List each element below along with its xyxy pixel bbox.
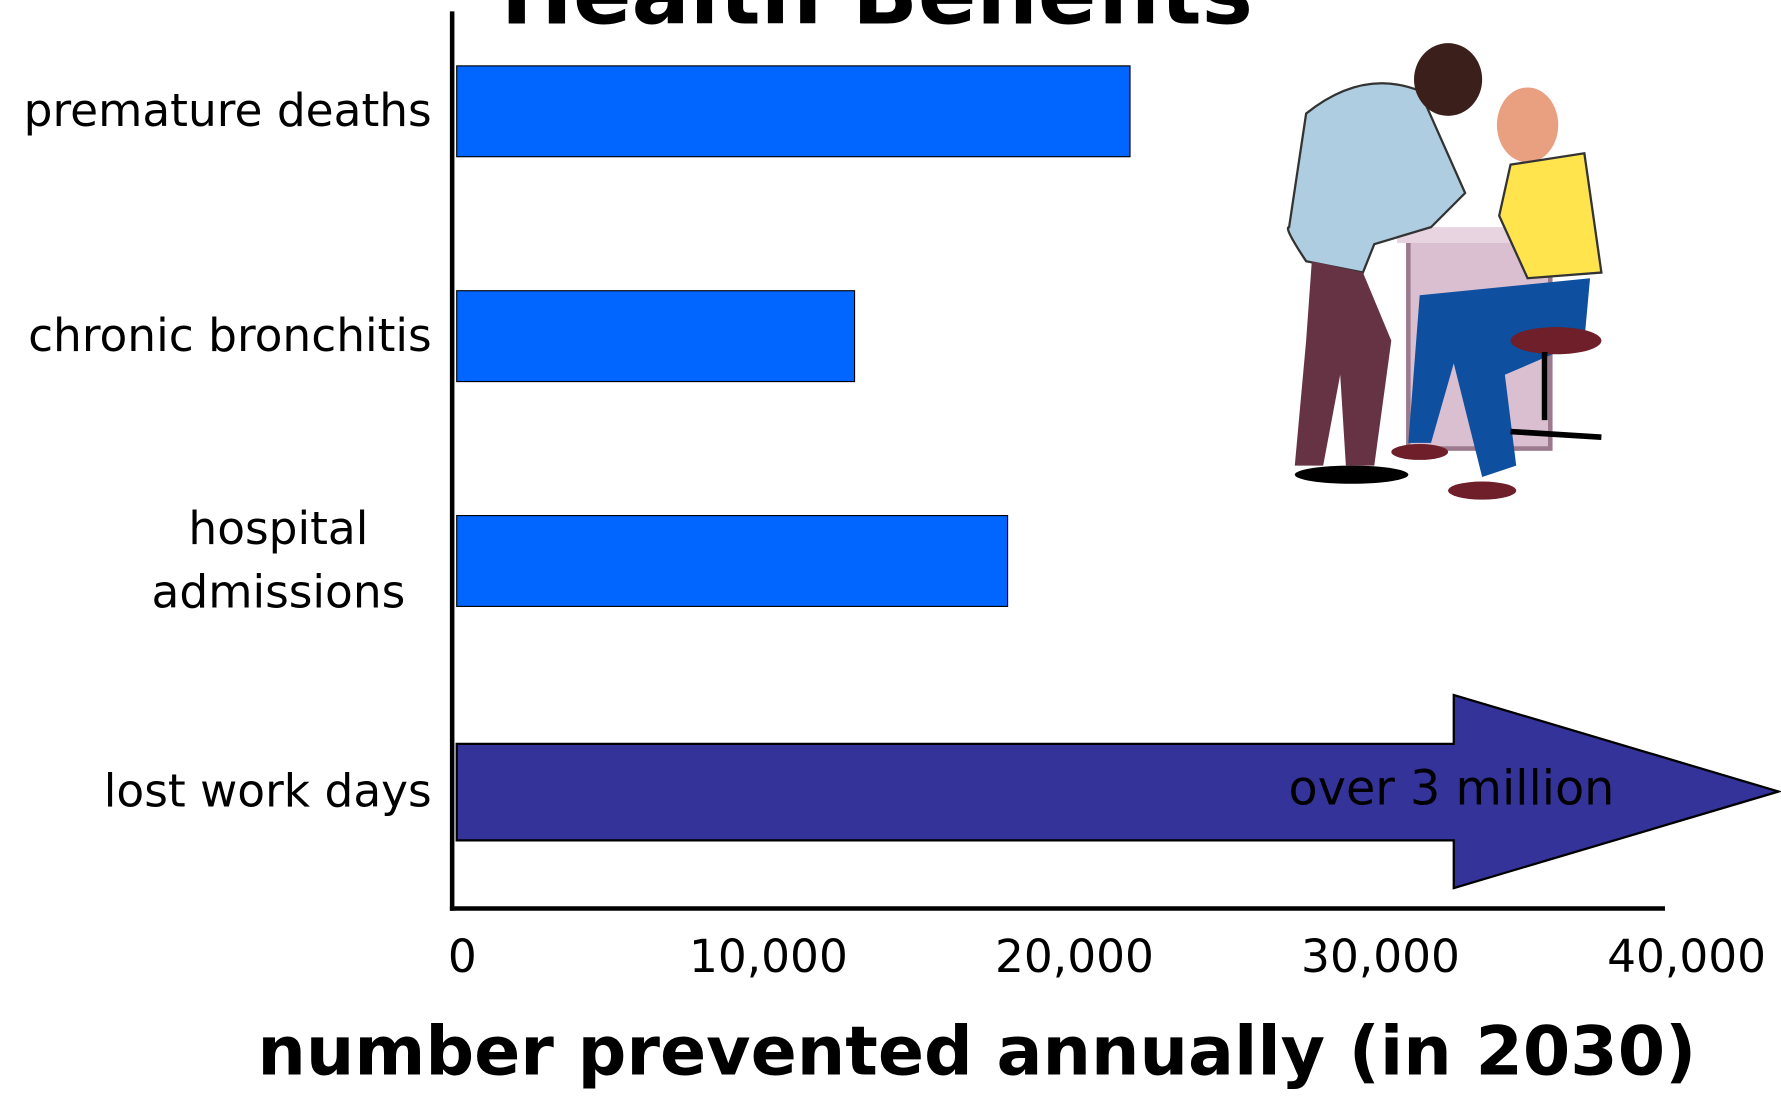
bar bbox=[456, 290, 856, 383]
y-tick-label: hospital admissions bbox=[151, 503, 406, 619]
category-label-box: lost work days bbox=[103, 765, 432, 818]
x-tick-label: 10,000 bbox=[689, 930, 848, 983]
annotation-arrow: over 3 million bbox=[455, 693, 1781, 890]
arrow bbox=[455, 693, 1781, 890]
annotation: over 3 million bbox=[1289, 762, 1615, 817]
x-tick-label: 0 bbox=[448, 930, 477, 983]
x-axis-label: number prevented annually (in 2030) bbox=[257, 1013, 1696, 1092]
x-tick-label: 30,000 bbox=[1301, 930, 1460, 983]
bar bbox=[456, 514, 1009, 607]
category-label-box: hospital admissions bbox=[151, 503, 406, 619]
y-tick-label: lost work days bbox=[103, 765, 432, 818]
clip-art bbox=[1286, 43, 1603, 500]
x-tick-label: 20,000 bbox=[995, 930, 1154, 983]
y-tick-label: chronic bronchitis bbox=[28, 310, 432, 363]
chart-title: Health Benefits bbox=[501, 0, 1253, 44]
bar bbox=[456, 65, 1131, 158]
y-tick-label: premature deaths bbox=[23, 85, 432, 138]
category-label-box: premature deaths bbox=[23, 85, 432, 138]
category-label-box: chronic bronchitis bbox=[28, 310, 432, 363]
x-tick-label: 40,000 bbox=[1607, 930, 1766, 983]
